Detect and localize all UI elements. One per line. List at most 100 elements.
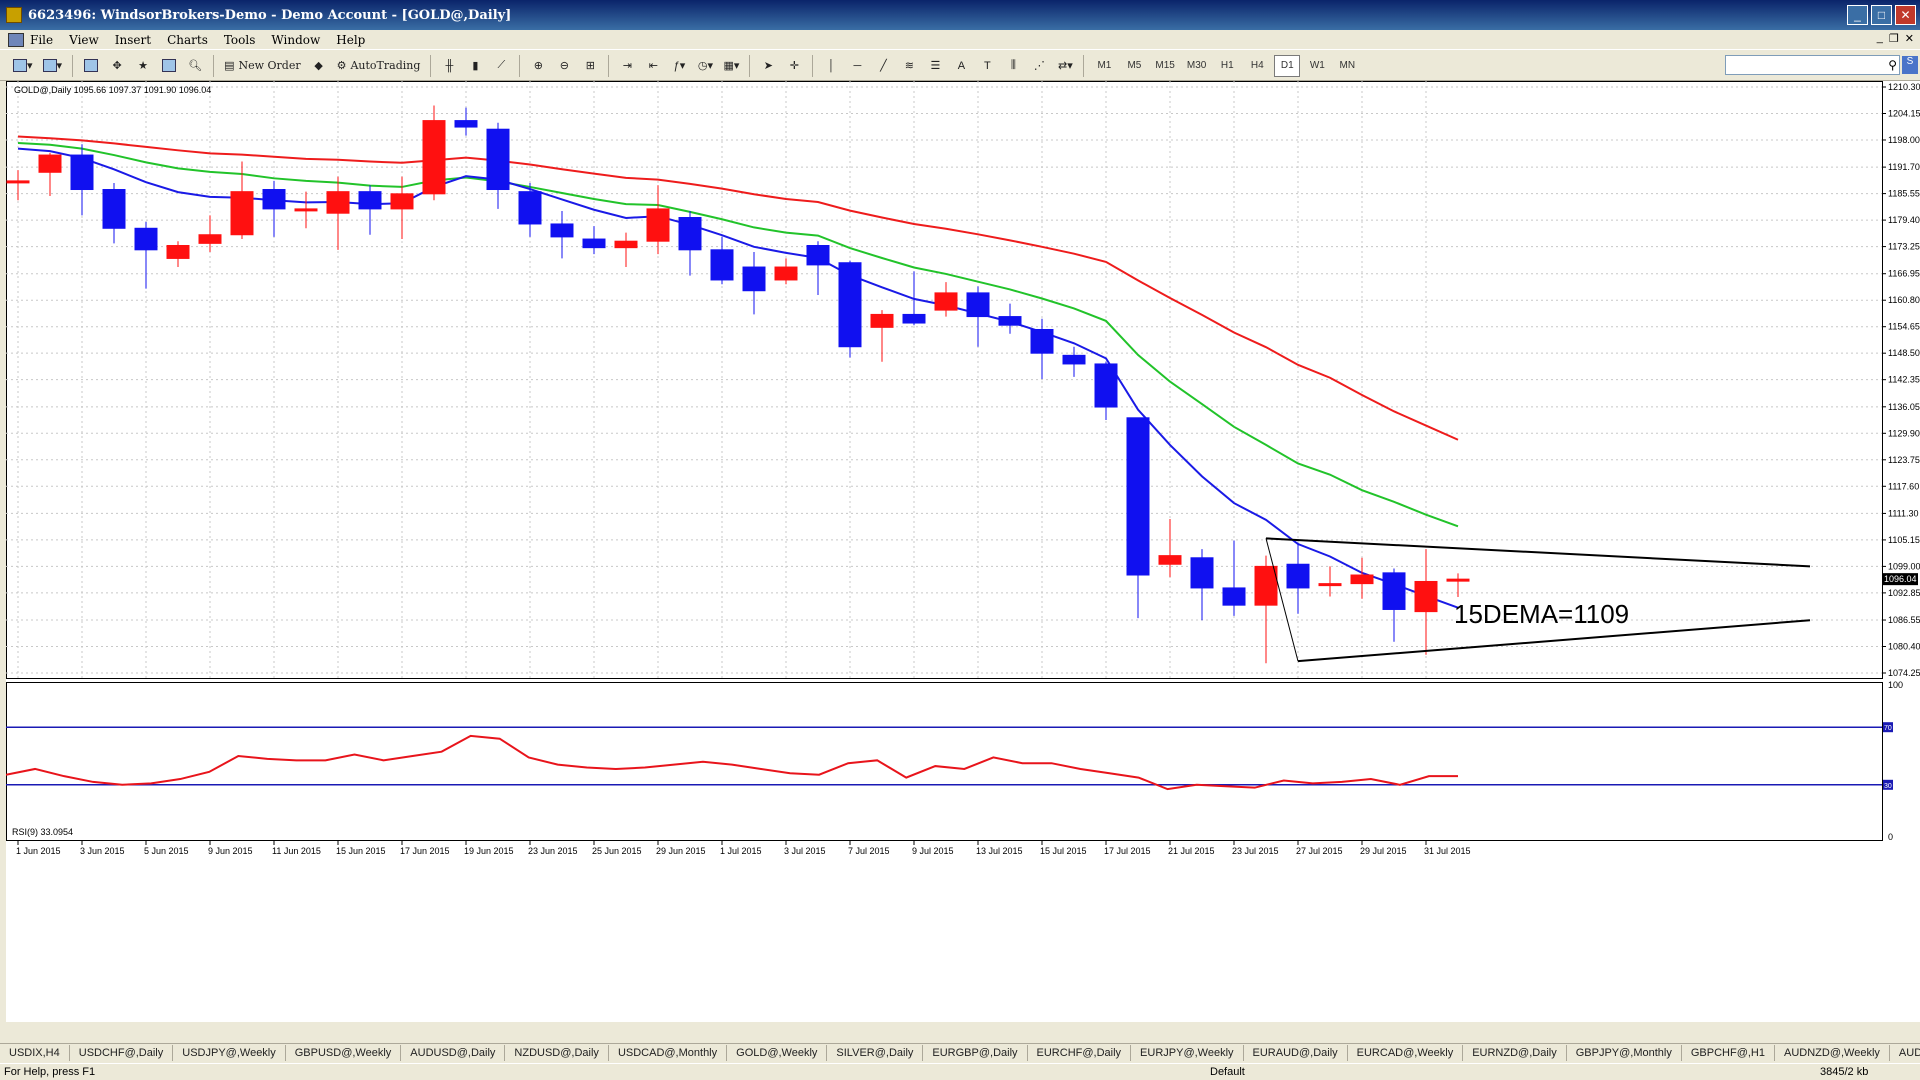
strategy-tester-button[interactable]: 🔍︎ — [184, 55, 206, 77]
symbol-tab[interactable]: GBPUSD@,Weekly — [286, 1044, 402, 1061]
minimize-icon[interactable]: _ — [1847, 5, 1868, 25]
bar-chart-button[interactable]: ╫ — [438, 55, 460, 77]
chart-shift-button[interactable]: ⇤ — [642, 55, 664, 77]
crosshair-icon: ✛ — [789, 60, 800, 72]
symbol-tab[interactable]: EURCHF@,Daily — [1028, 1044, 1132, 1061]
close-icon[interactable]: ✕ — [1895, 5, 1916, 25]
crosshair-button[interactable]: ✛ — [783, 55, 805, 77]
symbol-tab[interactable]: AUDJ — [1890, 1045, 1920, 1061]
symbol-tab[interactable]: SILVER@,Daily — [827, 1044, 924, 1061]
candle-body — [230, 191, 254, 236]
symbol-tab[interactable]: EURGBP@,Daily — [923, 1044, 1028, 1061]
autotrading-label: AutoTrading — [350, 59, 421, 72]
templates-button[interactable]: ▦ ▾ — [723, 60, 740, 72]
symbol-tab[interactable]: USDJPY@,Weekly — [173, 1044, 286, 1061]
timeframe-m5[interactable]: M5 — [1127, 60, 1142, 71]
metaeditor-button[interactable]: ◆ — [308, 55, 330, 77]
symbol-tab[interactable]: EURNZD@,Daily — [1463, 1044, 1567, 1061]
timeframe-d1[interactable]: D1 — [1274, 54, 1301, 77]
indicators-button[interactable]: ƒ ▾ — [673, 59, 686, 73]
profiles-button[interactable]: ▾ — [40, 55, 66, 77]
zoom-in-button[interactable]: ⊕ — [527, 55, 549, 77]
candle-body — [1446, 578, 1470, 582]
menu-insert[interactable]: Insert — [114, 32, 152, 47]
text-label-button[interactable]: T — [976, 55, 998, 77]
symbol-tab[interactable]: NZDUSD@,Daily — [505, 1044, 609, 1061]
maximize-icon[interactable]: □ — [1871, 5, 1892, 25]
menu-tools[interactable]: Tools — [223, 32, 256, 47]
trendline-button[interactable]: ╱ — [872, 55, 894, 77]
signals-icon[interactable]: S — [1902, 56, 1918, 74]
line-chart-button[interactable]: ⟋ — [490, 55, 512, 77]
timeframe-h1[interactable]: H1 — [1220, 60, 1234, 71]
fibo-fan-button[interactable]: ⋰ — [1028, 55, 1050, 77]
symbol-tab[interactable]: AUDNZD@,Weekly — [1775, 1044, 1890, 1061]
candle-body — [294, 208, 318, 212]
menu-file[interactable]: File — [30, 32, 54, 47]
price-chart[interactable]: 1210.30 1204.15 1198.00 1191.70 1185.55 1179.… — [5, 81, 1920, 1022]
trendline-icon: ╱ — [880, 60, 887, 72]
menu-charts[interactable]: Charts — [167, 32, 208, 47]
price-tick-label: 1166.95 — [1888, 269, 1920, 279]
title-bar: 6623496: WindsorBrokers-Demo - Demo Acco… — [0, 0, 1920, 30]
zoom-out-button[interactable]: ⊖ — [553, 55, 575, 77]
rsi-level-box — [1883, 779, 1893, 790]
symbol-tab[interactable]: AUDUSD@,Daily — [401, 1044, 506, 1061]
mdi-restore-icon[interactable]: ❐ — [1888, 33, 1899, 45]
menu-help[interactable]: Help — [336, 32, 366, 47]
rsi-pane-frame — [6, 682, 1883, 841]
timeframe-m15[interactable]: M15 — [1155, 60, 1175, 71]
symbol-tab[interactable]: EURAUD@,Daily — [1244, 1044, 1348, 1061]
equidistant-channel-button[interactable]: ≋ — [898, 55, 920, 77]
text-button[interactable]: A — [950, 55, 972, 77]
symbol-tab[interactable]: USDCHF@,Daily — [70, 1044, 174, 1061]
timeframe-h4[interactable]: H4 — [1250, 60, 1264, 71]
candlestick-button[interactable]: ▮ — [464, 55, 486, 77]
mdi-close-icon[interactable]: ✕ — [1904, 33, 1914, 45]
menu-window[interactable]: Window — [271, 32, 321, 47]
cursor-button[interactable]: ➤ — [757, 55, 779, 77]
candle-body — [614, 240, 638, 249]
price-tick-label: 1074.25 — [1888, 668, 1920, 678]
price-tick-label: 1117.60 — [1888, 481, 1919, 491]
new-chart-button[interactable]: ▾ — [10, 55, 36, 77]
fibonacci-button[interactable]: ☰ — [924, 55, 946, 77]
autotrading-button[interactable]: ⚙ AutoTrading — [334, 55, 424, 77]
vertical-line-icon: │ — [827, 59, 835, 72]
auto-scroll-button[interactable]: ⇥ — [616, 55, 638, 77]
symbol-tab[interactable]: GOLD@,Weekly — [727, 1044, 828, 1061]
symbol-tab[interactable]: EURJPY@,Weekly — [1131, 1044, 1244, 1061]
vertical-line-button[interactable]: │ — [820, 55, 842, 77]
market-watch-button[interactable] — [80, 55, 102, 77]
timeframe-m1[interactable]: M1 — [1097, 60, 1112, 71]
navigator-button[interactable]: ✥ — [106, 55, 128, 77]
tile-icon: ⊞ — [585, 60, 596, 72]
new-order-button[interactable]: ▤ New Order — [221, 55, 304, 77]
symbol-tab[interactable]: USDIX,H4 — [0, 1044, 70, 1061]
favorites-button[interactable]: ★ — [132, 55, 154, 77]
symbol-tab[interactable]: GBPCHF@,H1 — [1682, 1044, 1775, 1061]
indicators-icon: ƒ — [673, 59, 680, 72]
periods-button[interactable]: ◷ ▾ — [697, 60, 713, 72]
chart-header: GOLD@,Daily 1095.66 1097.37 1091.90 1096… — [14, 85, 211, 95]
terminal-button[interactable] — [158, 55, 180, 77]
tile-windows-button[interactable]: ⊞ — [579, 55, 601, 77]
chart-window-icon[interactable] — [8, 32, 24, 47]
timeframe-m30[interactable]: M30 — [1186, 60, 1207, 71]
symbol-tab[interactable]: USDCAD@,Monthly — [609, 1044, 728, 1061]
menu-view[interactable]: View — [69, 32, 99, 47]
chart-window[interactable]: 1210.30 1204.15 1198.00 1191.70 1185.55 1179.… — [5, 81, 1920, 1022]
mdi-minimize-icon[interactable]: _ — [1876, 32, 1883, 44]
candle-body — [166, 245, 190, 259]
search-input[interactable]: ⚲ — [1725, 55, 1900, 75]
horizontal-line-button[interactable]: ─ — [846, 55, 868, 77]
symbol-tab[interactable]: GBPJPY@,Monthly — [1567, 1044, 1682, 1061]
arrows-button[interactable]: ⇄ ▾ — [1058, 60, 1073, 72]
star-icon: ★ — [138, 60, 148, 72]
time-tick-label: 7 Jul 2015 — [848, 846, 890, 856]
timeframe-w1[interactable]: W1 — [1309, 60, 1325, 71]
search-icon[interactable]: ⚲ — [1888, 58, 1897, 72]
gann-button[interactable]: ⫼ — [1002, 55, 1024, 77]
symbol-tab[interactable]: EURCAD@,Weekly — [1348, 1044, 1464, 1061]
timeframe-mn[interactable]: MN — [1339, 60, 1356, 71]
